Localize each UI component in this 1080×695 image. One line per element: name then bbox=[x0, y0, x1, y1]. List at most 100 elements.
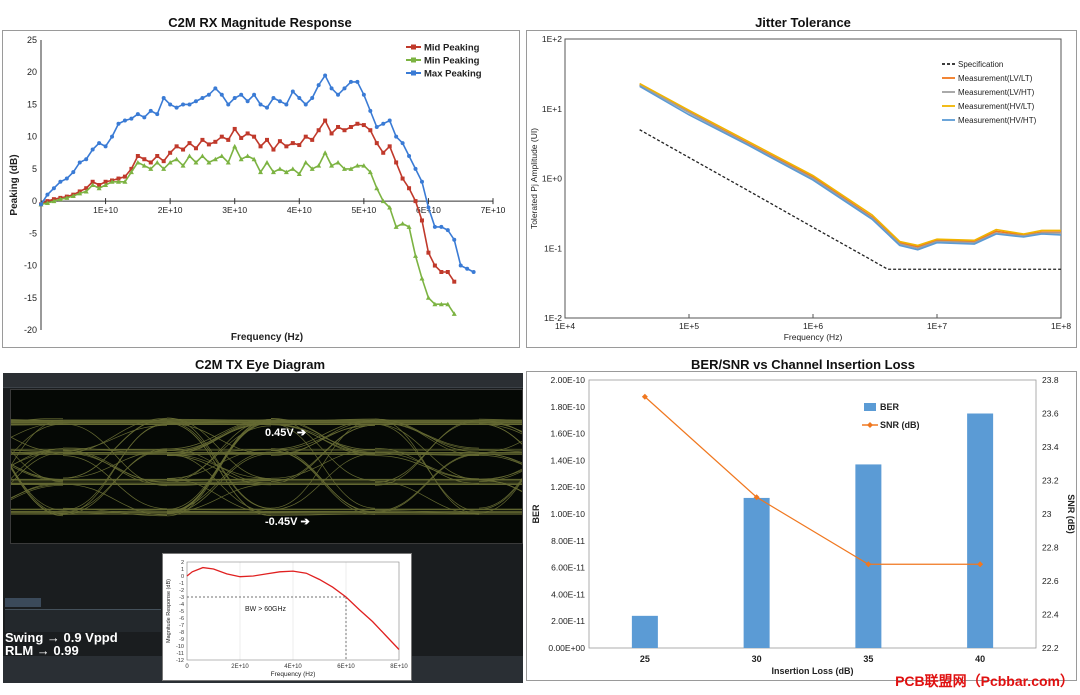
data-point bbox=[122, 118, 127, 123]
data-point bbox=[154, 159, 160, 165]
data-point bbox=[355, 121, 360, 126]
data-point bbox=[394, 160, 399, 165]
rx-chart-title: C2M RX Magnitude Response bbox=[168, 15, 352, 30]
data-point bbox=[290, 166, 296, 171]
data-point bbox=[413, 253, 419, 258]
data-point bbox=[426, 205, 431, 210]
eye-trace bbox=[62, 507, 168, 517]
data-point bbox=[129, 116, 134, 121]
data-point bbox=[406, 224, 412, 229]
data-point bbox=[51, 186, 56, 191]
data-point bbox=[336, 125, 341, 129]
eye-trace bbox=[166, 422, 272, 516]
data-point bbox=[187, 102, 192, 107]
eye-trace bbox=[270, 418, 376, 423]
eye-trace bbox=[3, 513, 64, 515]
data-point bbox=[355, 79, 360, 84]
legend-label: Measurement(HV/LT) bbox=[958, 102, 1035, 111]
data-point bbox=[206, 142, 211, 147]
data-point bbox=[400, 221, 406, 226]
data-point bbox=[174, 156, 180, 162]
eye-trace bbox=[270, 511, 376, 513]
y-tick-label: -5 bbox=[29, 228, 37, 238]
ber-chart-title: BER/SNR vs Channel Insertion Loss bbox=[691, 357, 915, 372]
results-tab[interactable] bbox=[5, 598, 41, 607]
data-point bbox=[199, 153, 205, 158]
inset-y-tick: -1 bbox=[179, 581, 184, 587]
x-tick-label: 35 bbox=[863, 654, 873, 664]
eye-trace bbox=[478, 476, 523, 509]
eye-trace bbox=[478, 479, 523, 493]
eye-trace bbox=[166, 422, 272, 516]
eye-trace bbox=[166, 449, 272, 457]
data-point bbox=[381, 150, 386, 155]
eye-trace bbox=[270, 423, 376, 451]
data-point bbox=[277, 139, 282, 144]
data-point bbox=[84, 157, 89, 162]
y2-tick-label: 23.8 bbox=[1042, 375, 1059, 385]
inset-y-tick: -2 bbox=[179, 588, 184, 594]
y-tick-label: 15 bbox=[27, 99, 37, 109]
eye-trace bbox=[374, 447, 480, 484]
eye-trace bbox=[166, 421, 272, 517]
data-point bbox=[400, 176, 405, 181]
eye-trace bbox=[3, 451, 64, 455]
bandwidth-inset-plot: 210-1-2-3-4-5-6-7-8-9-10-11-120 2E+10 4E+1… bbox=[166, 560, 408, 678]
jitter-chart-panel: 1E+2 1E+1 1E+0 1E-1 1E-2 1E+4 1E+5 1E+6 1E+7 1E+8… bbox=[526, 30, 1077, 348]
inset-y-tick: 1 bbox=[181, 567, 184, 573]
data-point bbox=[70, 193, 76, 198]
y-tick-label: 1.00E-10 bbox=[551, 509, 586, 519]
y-tick-label: 1.80E-10 bbox=[551, 402, 586, 412]
x-tick-label: 4E+10 bbox=[287, 205, 312, 215]
data-point bbox=[400, 141, 405, 146]
data-point bbox=[265, 105, 269, 110]
swing-measurement: Swing → 0.9 Vppd bbox=[5, 630, 118, 645]
data-point bbox=[90, 179, 95, 184]
data-point bbox=[284, 102, 289, 107]
data-point bbox=[394, 134, 399, 139]
y2-tick-label: 23 bbox=[1042, 509, 1052, 519]
data-point bbox=[303, 134, 308, 139]
y-tick-label: 0 bbox=[32, 196, 37, 206]
data-point bbox=[90, 147, 95, 152]
legend-label: Measurement(LV/HT) bbox=[958, 88, 1035, 97]
eye-trace bbox=[374, 453, 480, 456]
x-tick-label: 25 bbox=[640, 654, 650, 664]
data-point bbox=[284, 144, 289, 149]
eye-trace bbox=[62, 483, 168, 516]
eye-trace bbox=[478, 420, 523, 434]
eye-trace bbox=[166, 454, 272, 486]
eye-trace bbox=[374, 480, 480, 515]
data-point bbox=[45, 192, 50, 197]
data-point bbox=[135, 154, 140, 158]
data-point bbox=[297, 143, 302, 148]
y2-tick-label: 23.2 bbox=[1042, 476, 1059, 486]
data-point bbox=[329, 163, 335, 168]
ber-bar bbox=[631, 615, 658, 648]
inset-x-tick: 8E+10 bbox=[390, 664, 408, 670]
data-point bbox=[258, 102, 263, 107]
data-point bbox=[238, 156, 244, 162]
eye-trace bbox=[3, 417, 64, 423]
eye-trace bbox=[3, 422, 64, 442]
data-point bbox=[374, 185, 380, 191]
eye-trace bbox=[3, 459, 64, 480]
data-point bbox=[219, 134, 224, 139]
data-point bbox=[419, 218, 424, 223]
eye-trace bbox=[62, 423, 168, 514]
data-point bbox=[97, 141, 102, 146]
inset-y-tick: -5 bbox=[179, 609, 184, 615]
data-point bbox=[413, 199, 418, 204]
data-point bbox=[445, 270, 450, 274]
eye-trace bbox=[374, 418, 480, 456]
eye-trace bbox=[166, 418, 272, 421]
data-point bbox=[387, 144, 392, 149]
data-point bbox=[128, 169, 134, 175]
data-point bbox=[200, 137, 205, 142]
eye-trace bbox=[166, 448, 272, 484]
legend-marker bbox=[867, 422, 873, 428]
data-point bbox=[122, 174, 127, 179]
x-tick-label: 5E+10 bbox=[351, 205, 376, 215]
data-point bbox=[252, 134, 257, 139]
data-point bbox=[264, 159, 270, 165]
